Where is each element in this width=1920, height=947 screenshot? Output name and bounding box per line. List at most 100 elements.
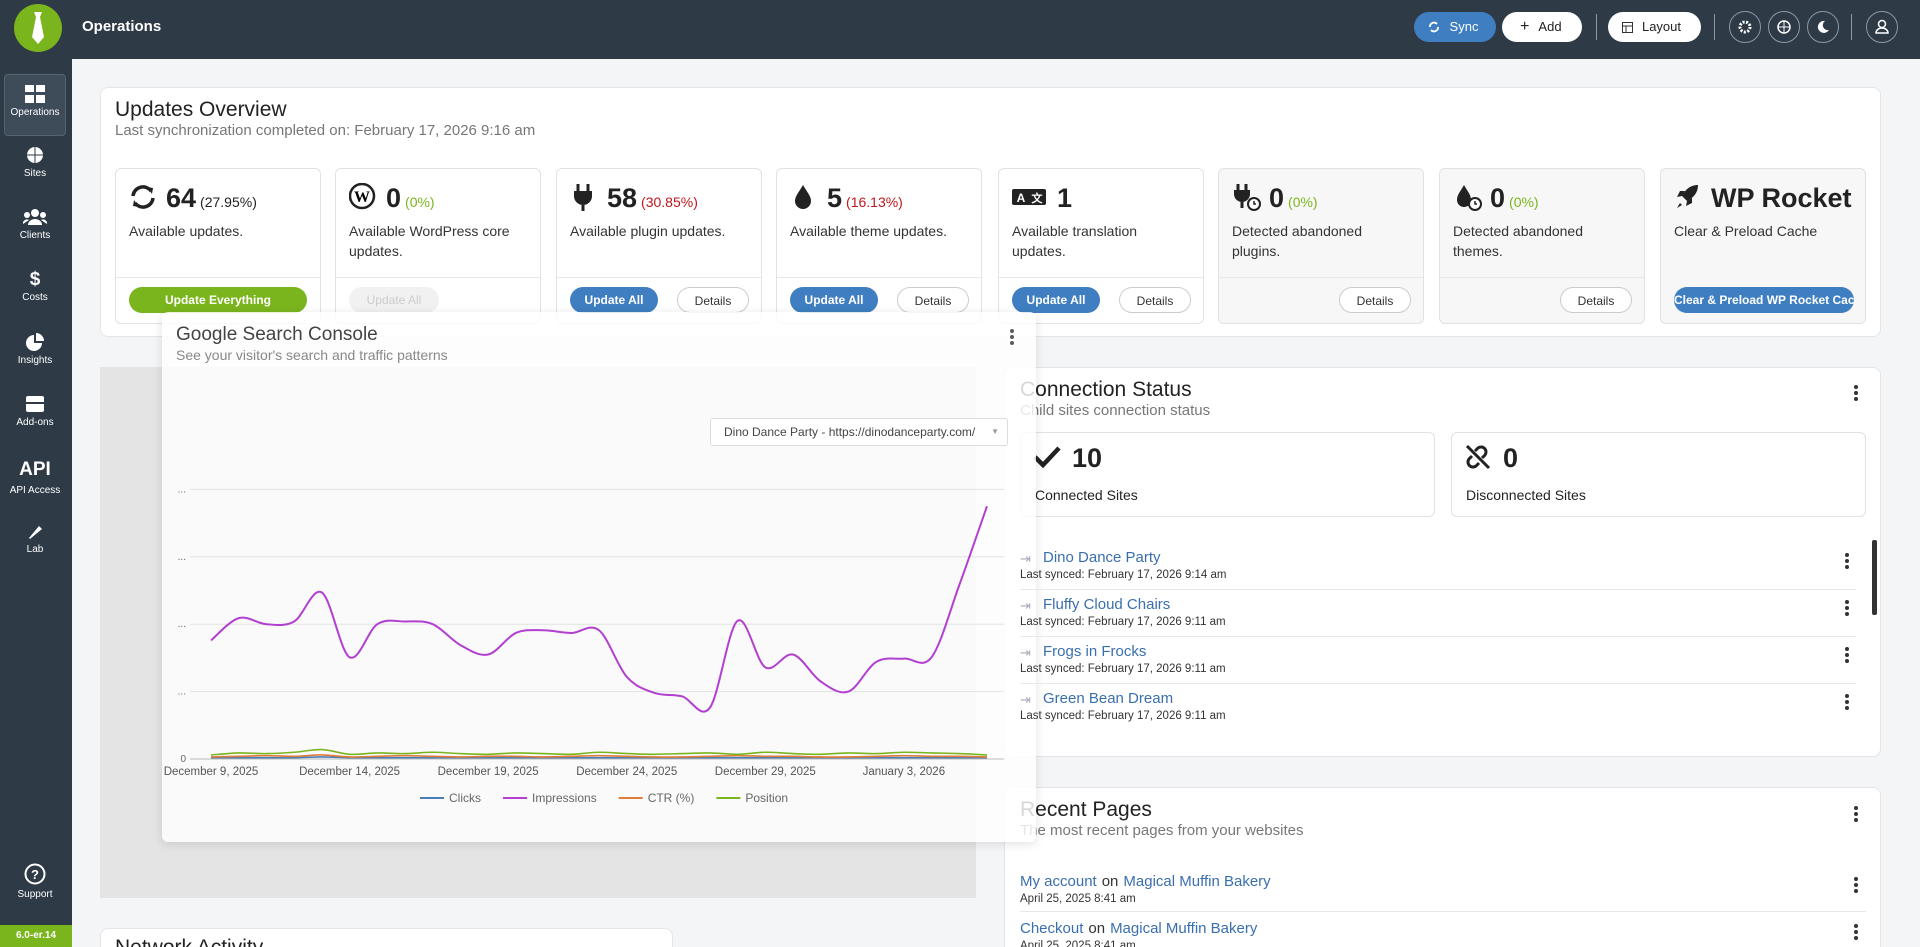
scrollbar[interactable] <box>1872 540 1877 615</box>
profile-button[interactable] <box>1866 11 1898 43</box>
nav-label: Sites <box>23 168 47 179</box>
y-tick-label: ... <box>178 552 186 563</box>
details-button[interactable]: Details <box>1119 287 1191 313</box>
recent-title: Recent Pages <box>1020 798 1152 821</box>
dark-mode-button[interactable] <box>1807 11 1839 43</box>
value: 0 <box>1490 183 1506 213</box>
row-divider <box>1020 683 1856 684</box>
y-tick-label: 0 <box>180 754 186 765</box>
value: 64 <box>166 183 197 213</box>
details-button[interactable]: Details <box>1339 287 1411 313</box>
svg-text:?: ? <box>31 867 39 882</box>
network-title: Network Activity <box>115 936 263 947</box>
details-button[interactable]: Details <box>897 287 969 313</box>
nav-support[interactable]: ? Support <box>4 853 66 915</box>
update-all-button[interactable]: Update All <box>790 287 878 313</box>
update-all-button: Update All <box>349 287 439 313</box>
y-tick-label: ... <box>178 484 186 495</box>
nav-label: Add-ons <box>16 417 54 428</box>
stat-label: Detected abandoned plugins. <box>1232 223 1362 259</box>
nav-label: Clients <box>19 230 51 241</box>
nav-label: Insights <box>17 355 53 366</box>
row-divider <box>1020 636 1856 637</box>
site-name[interactable]: Green Bean Dream <box>1043 690 1174 707</box>
connected-box: 10 Connected Sites <box>1020 432 1435 517</box>
nav-lab[interactable]: Lab <box>4 512 66 574</box>
clear-cache-button[interactable]: Clear & Preload WP Rocket Cache <box>1674 287 1854 313</box>
stat-value: 0 (0%) <box>386 183 435 214</box>
settings-button[interactable] <box>1729 11 1761 43</box>
nav-api-access[interactable]: API API Access <box>4 449 66 511</box>
site-name[interactable]: Dino Dance Party <box>1043 549 1161 566</box>
menu-button[interactable] <box>1845 600 1849 618</box>
nav-add-ons[interactable]: Add-ons <box>4 385 66 447</box>
nav-insights[interactable]: Insights <box>4 323 66 385</box>
menu-button[interactable] <box>1845 694 1849 712</box>
recent-site[interactable]: Magical Muffin Bakery <box>1110 920 1258 937</box>
svg-text:$: $ <box>30 270 41 288</box>
top-bar: Operations Sync + Add Layout <box>0 0 1920 59</box>
menu-button[interactable] <box>1845 647 1849 665</box>
stat-label: Available theme updates. <box>790 223 947 239</box>
recent-item: Checkout on Magical Muffin Bakery <box>1020 920 1262 937</box>
percent: (16.13%) <box>846 194 903 210</box>
legend-label: CTR (%) <box>648 791 695 805</box>
y-tick-label: ... <box>178 619 186 630</box>
gsc-subtitle: See your visitor's search and traffic pa… <box>176 347 448 363</box>
gsc-title: Google Search Console <box>176 324 378 345</box>
site-name[interactable]: Frogs in Frocks <box>1043 643 1147 660</box>
series-line <box>210 505 988 713</box>
stat-value: 58 (30.85%) <box>607 183 698 214</box>
sync-button[interactable]: Sync <box>1414 12 1496 42</box>
recent-page[interactable]: My account <box>1020 873 1097 890</box>
stat-value: 0 (0%) <box>1490 183 1539 214</box>
nav-operations[interactable]: Operations <box>4 74 66 136</box>
update-all-button[interactable]: Update All <box>570 287 658 313</box>
menu-button[interactable] <box>1010 329 1014 347</box>
percent: (0%) <box>1288 194 1318 210</box>
stat-value: 0 (0%) <box>1269 183 1318 214</box>
stat-label: Detected abandoned themes. <box>1453 223 1583 259</box>
connected-label: Connected Sites <box>1035 487 1138 503</box>
nav-costs[interactable]: $ Costs <box>4 260 66 322</box>
site-icon: ⇥ <box>1020 692 1031 707</box>
layout-button[interactable]: Layout <box>1608 12 1701 42</box>
api-icon: API <box>19 459 51 480</box>
add-button[interactable]: + Add <box>1502 12 1582 42</box>
add-label: Add <box>1538 19 1562 34</box>
menu-button[interactable] <box>1845 553 1849 571</box>
series-line <box>210 748 988 756</box>
menu-button[interactable] <box>1854 385 1858 403</box>
language-button[interactable] <box>1768 11 1800 43</box>
recent-subtitle: The most recent pages from your websites <box>1020 822 1304 839</box>
details-button[interactable]: Details <box>1560 287 1632 313</box>
details-button[interactable]: Details <box>677 287 749 313</box>
network-card <box>100 928 673 947</box>
site-sync: Last synced: February 17, 2026 9:11 am <box>1020 710 1226 722</box>
recent-pages-card <box>1004 787 1881 947</box>
nav-sites[interactable]: Sites <box>4 136 66 198</box>
logo[interactable] <box>13 3 63 53</box>
menu-button[interactable] <box>1854 806 1858 824</box>
percent: (30.85%) <box>641 194 698 210</box>
recent-item: My account on Magical Muffin Bakery <box>1020 873 1276 890</box>
recent-page[interactable]: Checkout <box>1020 920 1084 937</box>
percent: (0%) <box>405 194 435 210</box>
legend-label: Impressions <box>532 791 597 805</box>
stat-label: Available plugin updates. <box>570 223 726 239</box>
update-everything-button[interactable]: Update Everything <box>129 287 307 313</box>
x-tick-label: December 29, 2025 <box>715 766 816 778</box>
update-all-button[interactable]: Update All <box>1012 287 1100 313</box>
stat-label: Available translation updates. <box>1012 223 1138 259</box>
value: 0 <box>1269 183 1285 213</box>
site-select[interactable]: Dino Dance Party - https://dinodancepart… <box>710 418 1008 446</box>
site-sync: Last synced: February 17, 2026 9:14 am <box>1020 569 1227 581</box>
nav-clients[interactable]: Clients <box>4 198 66 260</box>
menu-button[interactable] <box>1854 877 1858 895</box>
value: WP Rocket <box>1711 183 1852 213</box>
site-name[interactable]: Fluffy Cloud Chairs <box>1043 596 1171 613</box>
menu-button[interactable] <box>1854 924 1858 942</box>
x-tick-label: December 14, 2025 <box>299 766 400 778</box>
value: 58 <box>607 183 638 213</box>
recent-site[interactable]: Magical Muffin Bakery <box>1123 873 1271 890</box>
